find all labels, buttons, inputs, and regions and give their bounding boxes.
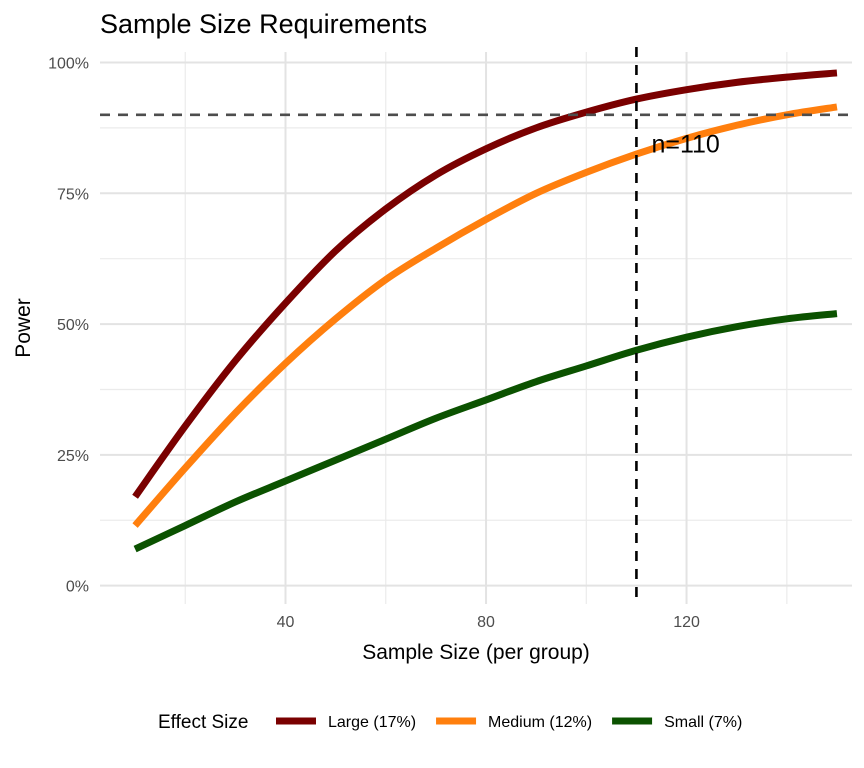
grid <box>100 52 852 604</box>
y-tick-label-3: 75% <box>57 186 89 203</box>
y-tick-label-2: 50% <box>57 317 89 334</box>
legend-title: Effect Size <box>158 712 248 733</box>
chart-title: Sample Size Requirements <box>100 9 427 39</box>
x-tick-label-1: 80 <box>477 614 495 631</box>
y-tick-label-4: 100% <box>48 55 89 72</box>
x-tick-label-2: 120 <box>673 614 700 631</box>
x-tick-labels: 40 80 120 <box>277 614 700 631</box>
legend: Effect Size Large (17%) Medium (12%) Small… <box>158 712 742 733</box>
y-tick-label-0: 0% <box>66 579 89 596</box>
y-tick-labels: 0% 25% 50% 75% 100% <box>48 55 89 595</box>
annotation-n110: n=110 <box>651 131 719 159</box>
series-line-large <box>132 69 838 499</box>
x-tick-label-0: 40 <box>277 614 295 631</box>
series-lines <box>132 69 838 553</box>
legend-label-large: Large (17%) <box>328 714 416 731</box>
legend-label-medium: Medium (12%) <box>488 714 592 731</box>
y-axis-title: Power <box>12 298 35 358</box>
legend-label-small: Small (7%) <box>664 714 742 731</box>
x-axis-title: Sample Size (per group) <box>362 641 590 664</box>
series-line-small <box>133 310 838 553</box>
reference-lines <box>100 47 852 604</box>
series-line-medium <box>132 103 838 528</box>
y-tick-label-1: 25% <box>57 448 89 465</box>
